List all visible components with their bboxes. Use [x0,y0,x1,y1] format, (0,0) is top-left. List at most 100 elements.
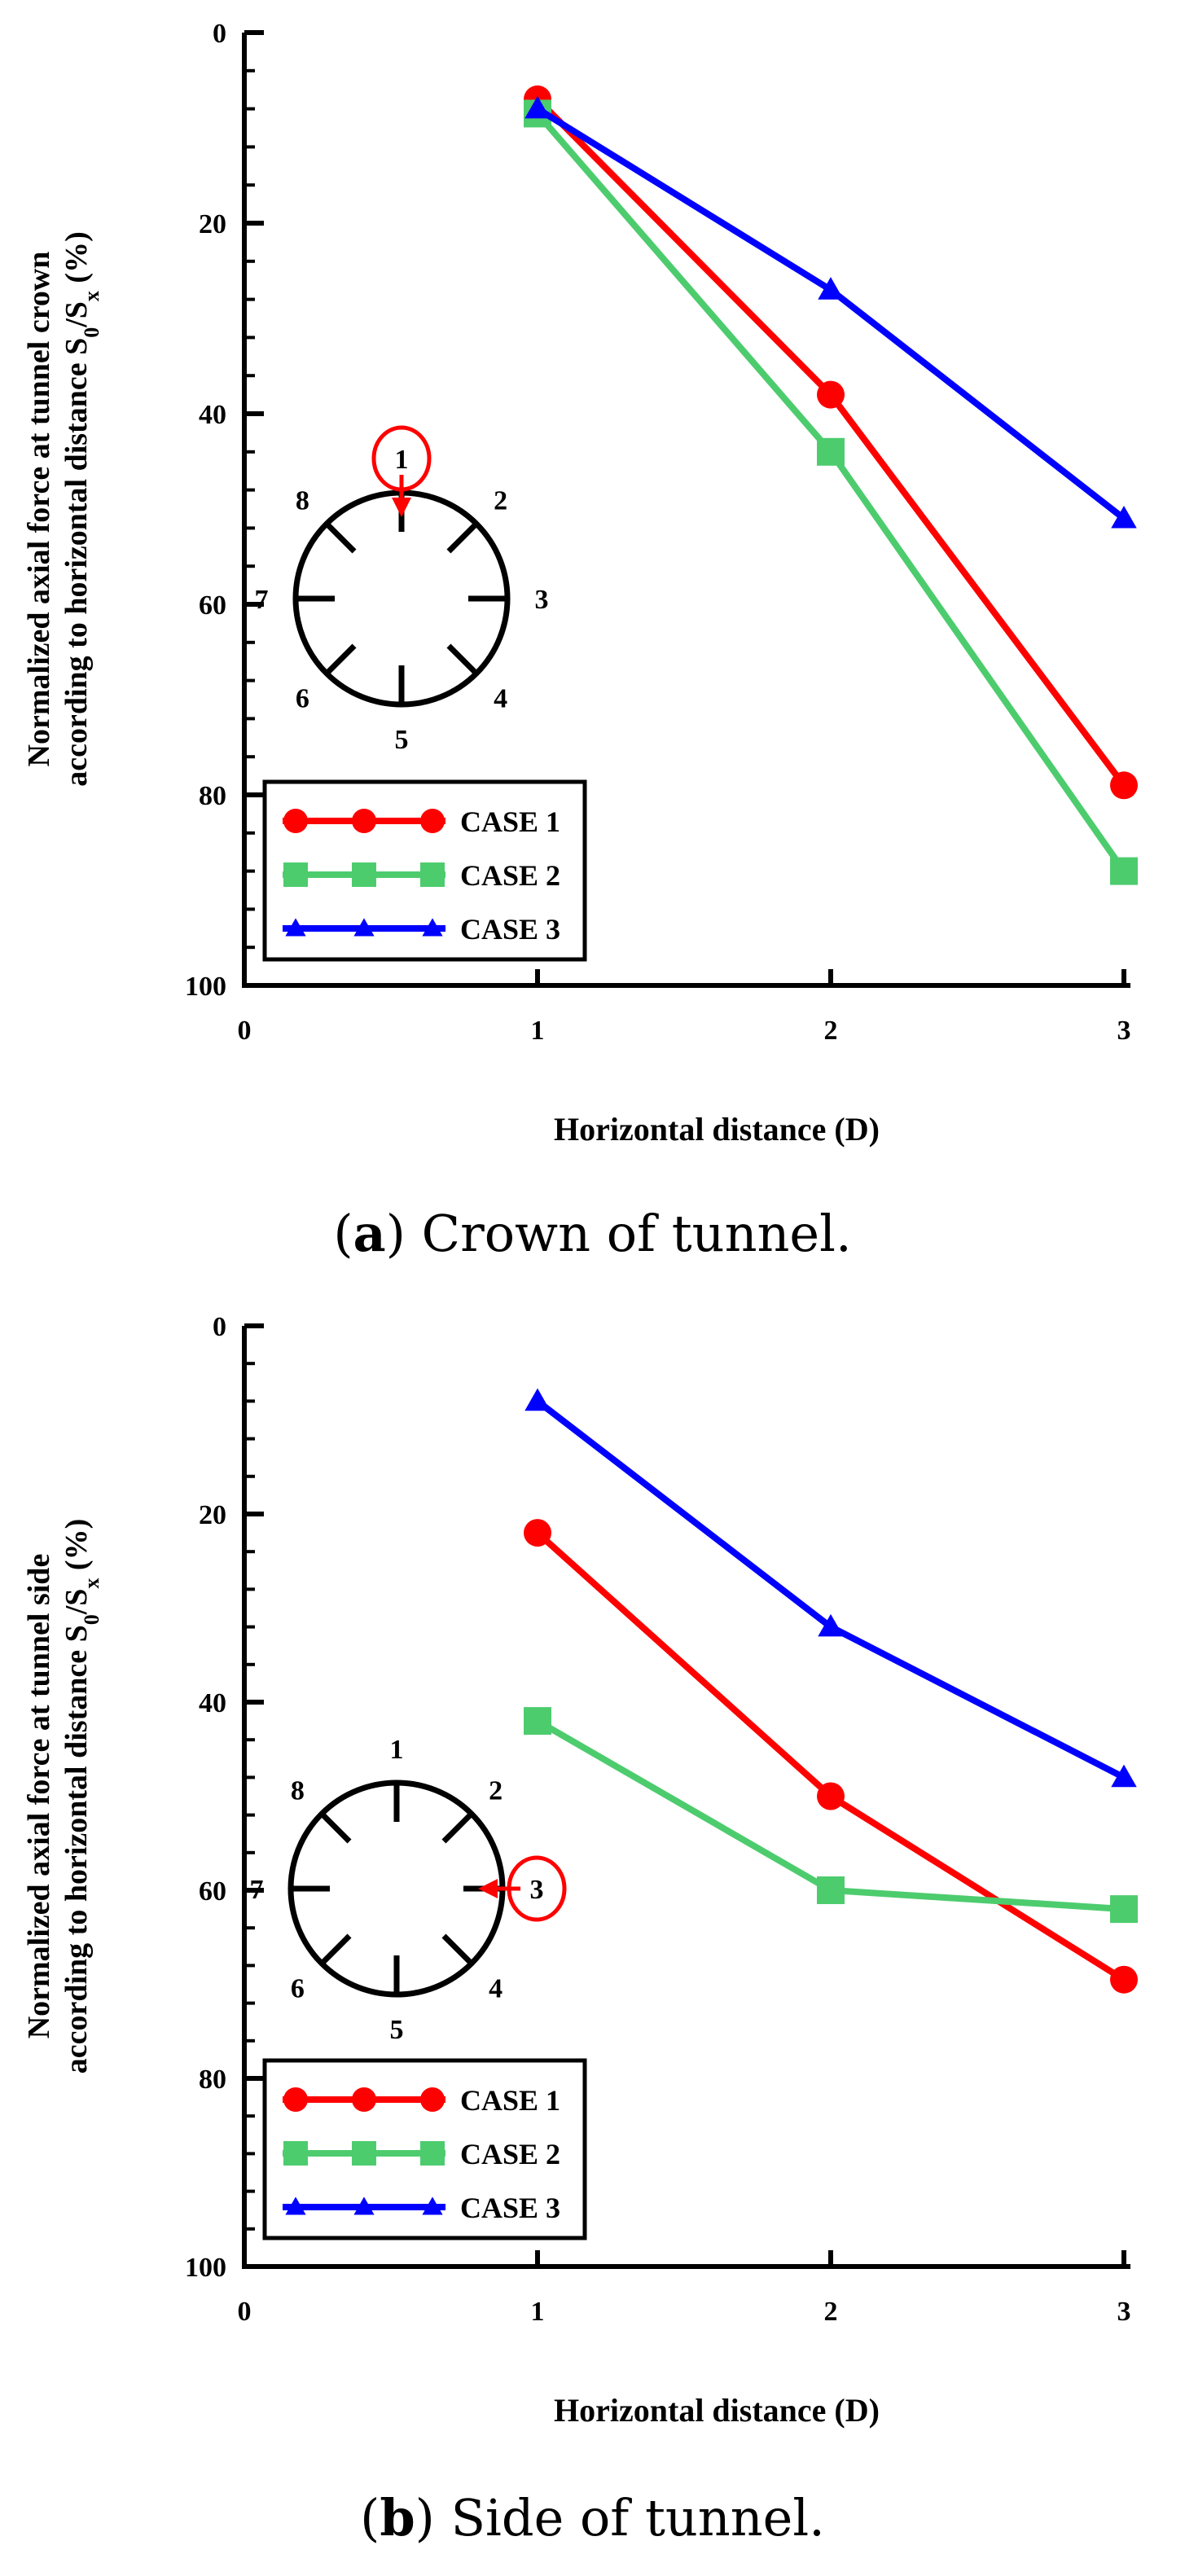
legend-b: CASE 1 CASE 2 CASE 3 [262,2058,587,2240]
tunnel-position-label-b: 7 [250,1875,264,1905]
y-label-main-a: according to horizontal distance S [59,338,94,787]
tunnel-position-label-b: 4 [489,1974,503,2004]
legend-marker-a [420,862,445,887]
y-axis-label-line1-b: Normalized axial force at tunnel side [22,1554,56,2039]
caption-b-label: b [380,2488,415,2547]
data-point-b [524,1519,551,1547]
y-label-main-b: according to horizontal distance S [59,1625,94,2074]
tunnel-tick-b [441,1811,474,1844]
caption-a-text: Crown of tunnel. [421,1204,852,1263]
y-label-subx-b: x [80,1578,103,1589]
x-tick-label-a: 1 [531,1016,545,1046]
caption-b: (b) Side of tunnel. [360,2488,825,2547]
caption-a: (a) Crown of tunnel. [333,1204,852,1263]
tunnel-position-label-b: 2 [489,1775,503,1806]
y-label-pct-a: (%) [59,231,94,291]
data-point-b [818,1613,844,1637]
y-tick-label-a: 100 [185,972,226,1002]
legend-marker-b [352,2141,376,2166]
x-tick-label-b: 2 [824,2297,838,2327]
y-tick-label-b: 60 [199,1876,226,1907]
tunnel-position-label-a: 7 [255,585,269,615]
y-tick-label-b: 80 [199,2065,226,2095]
legend-marker-a [352,809,376,833]
y-label-slash-b: /S [59,1589,94,1616]
legend-marker-a [352,862,376,887]
legend-marker-b [285,2196,306,2215]
tunnel-position-label-a: 3 [535,585,549,615]
legend-label-a: CASE 2 [460,859,560,892]
data-point-a [818,277,844,300]
x-tick-label-b: 1 [531,2297,545,2327]
x-tick-label-b: 3 [1117,2297,1131,2327]
y-tick-label-a: 60 [199,590,226,621]
series-case-3-a [524,95,1137,529]
y-tick-label-a: 40 [199,400,226,430]
tunnel-position-label-a: 2 [494,485,507,516]
caption-b-text: Side of tunnel. [450,2488,825,2547]
legend-marker-b [283,2141,308,2166]
tunnel-tick-b [441,1933,474,1966]
y-tick-label-b: 20 [199,1500,226,1530]
data-point-b [524,1707,551,1736]
legend-label-a: CASE 3 [460,913,560,946]
legend-marker-a [283,809,308,833]
data-point-b [1111,1764,1137,1788]
legend-marker-b [420,2141,445,2166]
y-axis-label-line2-a: according to horizontal distance S0/Sx (… [59,231,103,787]
tunnel-position-label-a: 4 [494,684,507,714]
tunnel-position-label-b: 3 [530,1875,544,1905]
tunnel-tick-b [319,1811,352,1844]
series-line-b [535,1398,1126,1780]
y-tick-label-b: 100 [185,2253,226,2283]
legend-marker-b [353,2196,375,2215]
y-tick-label-a: 0 [213,19,226,49]
y-label-sub0-b: 0 [80,1614,103,1625]
legend-marker-a [420,809,445,833]
data-point-a [1110,857,1138,885]
x-axis-label-b: Horizontal distance (D) [554,2392,880,2429]
tunnel-inset-b: 1 2 3 4 5 6 7 8 [250,1735,567,2045]
y-label-pct-b: (%) [59,1519,94,1578]
legend-marker-b [352,2087,376,2112]
series-case-2-b [524,1707,1138,1924]
tunnel-position-label-b: 1 [390,1735,404,1765]
tunnel-position-label-a: 1 [395,445,409,475]
legend-marker-a [285,918,306,937]
legend-marker-b [420,2087,445,2112]
data-point-b [1110,1965,1138,1994]
tunnel-position-label-b: 6 [291,1974,305,2004]
data-point-a [817,380,845,409]
data-point-b [1110,1895,1138,1924]
data-point-a [817,437,845,466]
data-point-b [817,1876,845,1904]
series-case-3-b [524,1388,1137,1788]
tunnel-position-label-b: 8 [291,1775,305,1806]
data-point-b [817,1782,845,1810]
legend-a: CASE 1 CASE 2 CASE 3 [262,779,587,962]
legend-marker-b [422,2196,443,2215]
highlight-arrow-head-b [478,1879,498,1898]
y-tick-label-b: 40 [199,1688,226,1718]
legend-label-a: CASE 1 [460,805,560,838]
x-axis-label-a: Horizontal distance (D) [554,1111,880,1148]
tunnel-tick-a [446,521,479,554]
data-point-a [1111,505,1137,529]
series-case-1-b [524,1519,1138,1994]
x-tick-label-a: 2 [824,1016,838,1046]
caption-a-label: a [353,1204,386,1263]
data-point-b [524,1388,551,1411]
y-axis-label-line1-a: Normalized axial force at tunnel crown [22,252,56,767]
tunnel-tick-b [319,1933,352,1966]
legend-label-b: CASE 1 [460,2084,560,2117]
tunnel-tick-a [446,643,479,676]
data-point-a [1110,771,1138,800]
legend-marker-a [353,918,375,937]
y-tick-label-a: 80 [199,781,226,811]
legend-label-b: CASE 2 [460,2138,560,2170]
tunnel-tick-a [324,521,357,554]
series-case-2-a [524,99,1138,885]
legend-marker-a [283,862,308,887]
